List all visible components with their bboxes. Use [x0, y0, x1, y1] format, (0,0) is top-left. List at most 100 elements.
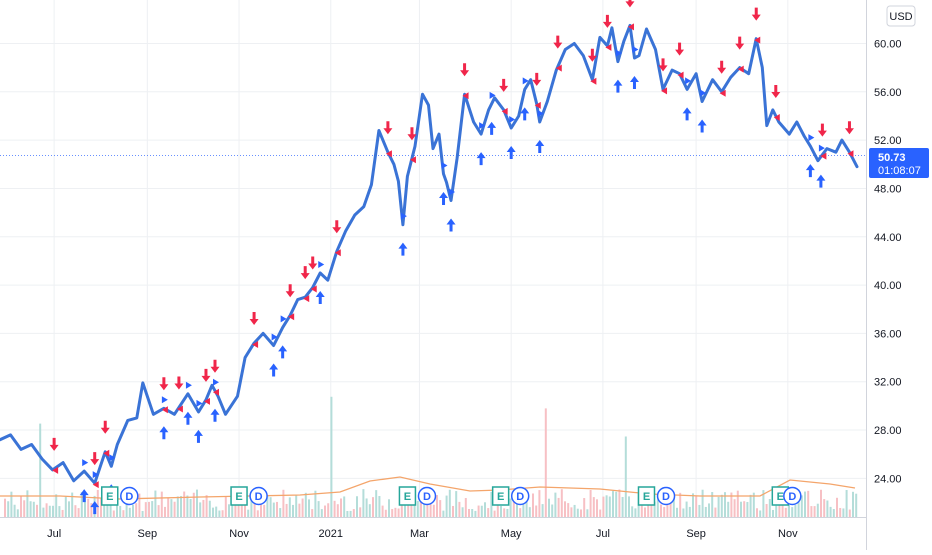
- volume-bar: [848, 509, 851, 517]
- volume-bar: [199, 502, 202, 517]
- sell-flag-marker: [501, 107, 508, 115]
- volume-bar: [429, 494, 432, 517]
- volume-bar: [276, 501, 278, 517]
- currency-button[interactable]: USD: [886, 5, 916, 27]
- y-tick-label: 36.00: [874, 328, 902, 340]
- volume-bar: [282, 489, 285, 517]
- volume-bar: [525, 489, 528, 517]
- volume-bar: [45, 503, 48, 517]
- buy-flag-marker: [449, 188, 456, 196]
- buy-flag-marker: [109, 454, 116, 462]
- buy-arrow-icon: [682, 77, 692, 121]
- earnings-badge[interactable]: E: [637, 486, 656, 506]
- sell-arrow-shape: [100, 420, 110, 434]
- volume-bar: [544, 408, 547, 517]
- buy-arrow-shape: [697, 119, 707, 133]
- volume-bar: [842, 508, 845, 517]
- sell-arrow-icon: [553, 35, 563, 72]
- earnings-badge[interactable]: E: [101, 486, 119, 506]
- volume-bar: [666, 497, 669, 517]
- volume-bar: [855, 493, 858, 517]
- volume-bar: [845, 490, 848, 517]
- volume-bar: [407, 496, 410, 517]
- volume-bar: [192, 492, 195, 517]
- dividend-badge[interactable]: D: [510, 486, 530, 506]
- y-tick-label: 48.00: [874, 183, 902, 195]
- volume-bar: [244, 499, 246, 517]
- last-price-tag: 50.73 01:08:07: [869, 148, 929, 178]
- volume-bar: [36, 504, 38, 517]
- sell-arrow-shape: [383, 121, 393, 135]
- sell-flag-marker: [203, 397, 210, 405]
- sell-arrow-shape: [532, 72, 542, 86]
- volume-bar: [311, 509, 314, 517]
- y-tick-label: 56.00: [874, 87, 902, 99]
- volume-bar: [442, 510, 445, 517]
- volume-bar: [157, 505, 160, 517]
- sell-arrow-shape: [625, 0, 635, 8]
- price-line: [0, 23, 859, 485]
- currency-button-frame[interactable]: [886, 5, 916, 27]
- sell-arrow-icon: [332, 220, 342, 257]
- sell-arrow-shape: [553, 35, 563, 49]
- volume-bar: [436, 495, 438, 517]
- buy-arrow-shape: [159, 426, 169, 440]
- dividend-badge-frame: [783, 486, 802, 506]
- volume-bar: [554, 492, 557, 517]
- axes: 60.00 56.00 52.00 48.00 44.00 40.00 36.00 32.00…: [0, 0, 902, 550]
- last-price-value: 50.73: [878, 152, 906, 164]
- volume-bar: [13, 504, 16, 517]
- volume-bar: [170, 499, 173, 517]
- volume-bar: [58, 506, 61, 517]
- volume-bar: [180, 496, 182, 517]
- sell-arrow-icon: [587, 48, 597, 85]
- volume-bar: [778, 499, 781, 517]
- volume-bar: [551, 504, 554, 517]
- volume-bar: [256, 510, 259, 517]
- sell-arrow-shape: [675, 42, 685, 56]
- volume-bar: [724, 492, 726, 517]
- earnings-badge[interactable]: E: [491, 486, 510, 506]
- volume-bar: [820, 489, 822, 517]
- buy-arrow-shape: [398, 242, 408, 256]
- earnings-badge[interactable]: E: [398, 486, 417, 506]
- buy-arrow-icon: [210, 378, 220, 422]
- volume-bar: [391, 509, 394, 517]
- dividend-badge[interactable]: D: [783, 486, 802, 506]
- x-tick-label: Mar: [410, 528, 429, 540]
- sell-arrow-icon: [675, 42, 685, 79]
- volume-bar: [583, 498, 586, 517]
- sell-flag-marker: [334, 249, 341, 257]
- dividend-badge[interactable]: D: [249, 486, 268, 506]
- currency-label[interactable]: USD: [889, 11, 912, 23]
- dividend-badge[interactable]: D: [417, 486, 437, 506]
- earnings-badge[interactable]: E: [230, 486, 248, 506]
- volume-bar: [816, 503, 819, 517]
- volume-bar: [183, 491, 186, 517]
- volume-bar: [221, 510, 224, 517]
- volume-bar: [480, 505, 483, 517]
- volume-bar: [231, 502, 234, 517]
- volume-bar: [768, 499, 771, 517]
- volume-bar: [458, 501, 461, 517]
- volume-bar: [720, 494, 723, 517]
- volume-bar: [621, 496, 624, 517]
- volume-bar: [714, 507, 717, 517]
- sell-arrow-icon: [201, 368, 211, 405]
- volume-bar: [628, 496, 630, 517]
- dividend-badge[interactable]: D: [120, 486, 139, 506]
- volume-bar: [48, 505, 51, 517]
- sell-flag-marker: [288, 313, 295, 321]
- sell-arrow-shape: [249, 312, 259, 326]
- sell-arrow-shape: [308, 256, 318, 270]
- y-tick-label: 44.00: [874, 232, 902, 244]
- dividend-badge[interactable]: D: [656, 486, 676, 506]
- volume-bar: [733, 499, 736, 517]
- volume-bar: [237, 498, 240, 517]
- y-tick-label: 32.00: [874, 377, 902, 389]
- x-tick-label: Sep: [686, 528, 706, 540]
- volume-bar: [138, 493, 141, 517]
